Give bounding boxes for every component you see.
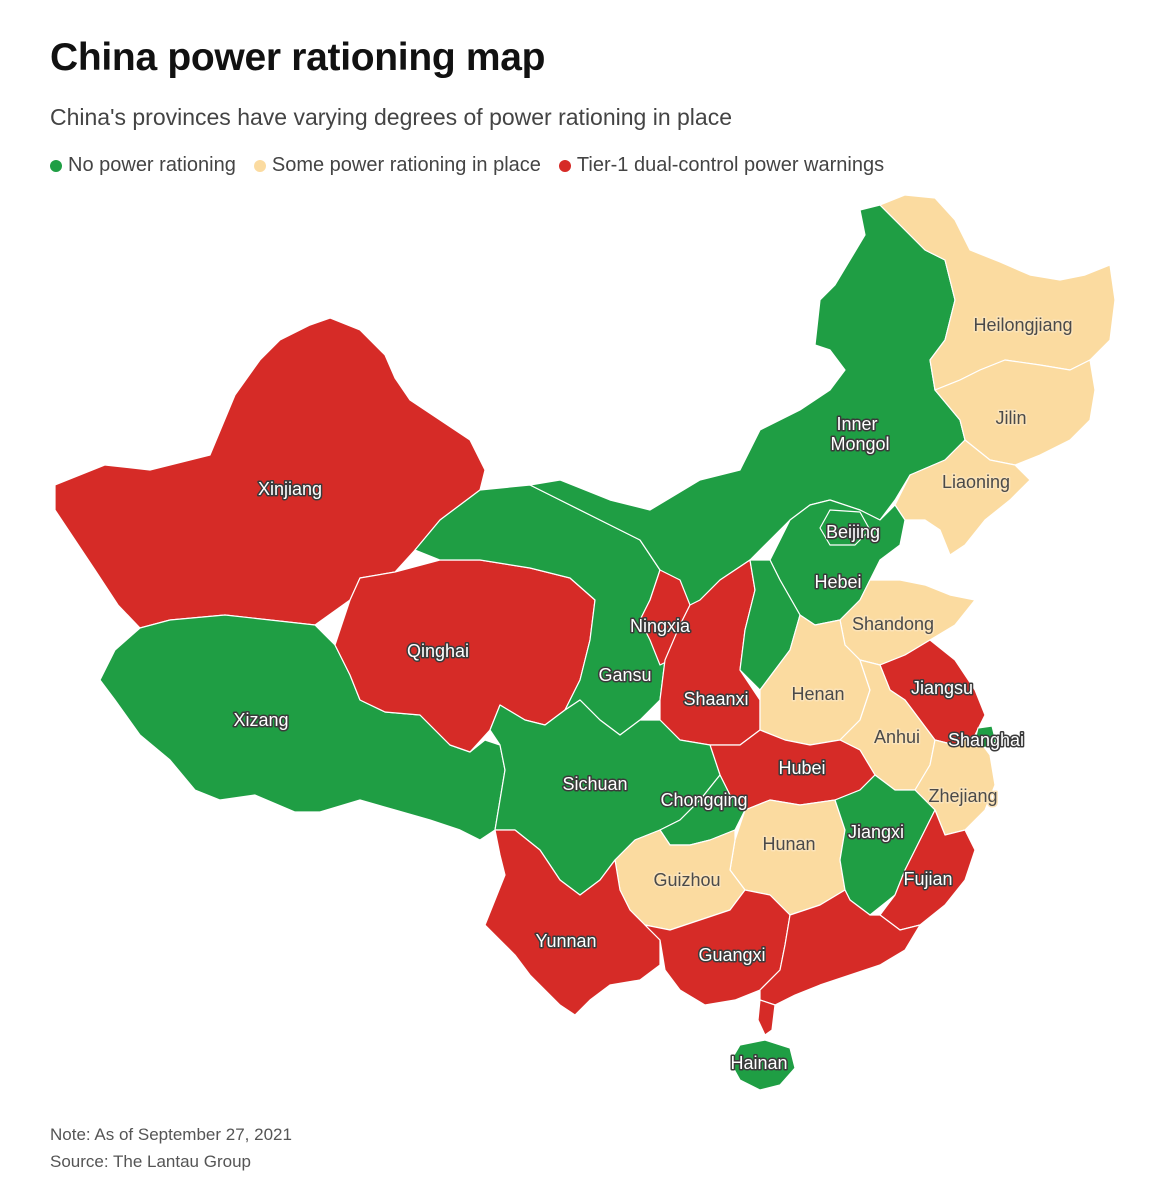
province-guangdong[interactable]: [759, 889, 921, 1006]
legend: No power rationing Some power rationing …: [50, 154, 902, 177]
legend-swatch-red: [558, 159, 571, 172]
label-anhui: Anhui: [874, 727, 920, 747]
label-gansu: Gansu: [598, 665, 651, 685]
label-hunan: Hunan: [762, 834, 815, 854]
label-guizhou: Guizhou: [653, 870, 720, 890]
label-jiangxi: Jiangxi: [848, 822, 904, 842]
map-title: China power rationing map: [50, 36, 546, 79]
legend-item-tier1: Tier-1 dual-control power warnings: [558, 154, 885, 177]
label-chongqing: Chongqing: [660, 790, 747, 810]
map-subtitle: China's provinces have varying degrees o…: [50, 104, 733, 130]
legend-label: Tier-1 dual-control power warnings: [576, 154, 885, 176]
label-heilongjiang: Heilongjiang: [973, 315, 1072, 335]
label-shandong: Shandong: [852, 614, 934, 634]
label-yunnan: Yunnan: [535, 931, 596, 951]
legend-swatch-beige: [253, 159, 266, 172]
province-guangdong-peninsula[interactable]: [757, 999, 776, 1036]
legend-label: No power rationing: [68, 154, 236, 176]
province-liaoning[interactable]: [894, 439, 1031, 556]
label-jiangsu: Jiangsu: [911, 678, 973, 698]
legend-item-some-rationing: Some power rationing in place: [253, 154, 541, 177]
footer-note: Note: As of September 27, 2021: [50, 1125, 292, 1144]
label-ningxia: Ningxia: [630, 616, 691, 636]
footer-source: Source: The Lantau Group: [50, 1152, 251, 1171]
label-xinjiang: Xinjiang: [258, 479, 322, 499]
label-beijing: Beijing: [826, 522, 880, 542]
label-guangxi: Guangxi: [698, 945, 765, 965]
label-fujian: Fujian: [903, 869, 952, 889]
china-province-map: Xinjiang Qinghai Xizang Gansu Ningxia In…: [54, 194, 1116, 1091]
province-hainan[interactable]: [729, 1039, 796, 1091]
label-shaanxi: Shaanxi: [683, 689, 748, 709]
label-zhejiang: Zhejiang: [928, 786, 997, 806]
label-liaoning: Liaoning: [942, 472, 1010, 492]
province-beijing[interactable]: [819, 509, 871, 546]
legend-item-no-rationing: No power rationing: [50, 154, 236, 177]
label-jilin: Jilin: [995, 408, 1026, 428]
label-hainan: Hainan: [730, 1053, 787, 1073]
label-qinghai: Qinghai: [407, 641, 469, 661]
label-sichuan: Sichuan: [562, 774, 627, 794]
province-yunnan[interactable]: [484, 829, 661, 1016]
label-henan: Henan: [791, 684, 844, 704]
label-hebei: Hebei: [814, 572, 861, 592]
legend-label: Some power rationing in place: [271, 154, 541, 176]
label-hubei: Hubei: [778, 758, 825, 778]
legend-swatch-green: [50, 159, 62, 172]
label-xizang: Xizang: [233, 710, 288, 730]
label-shanghai: Shanghai: [948, 730, 1024, 750]
label-inner-mongol-2: Mongol: [830, 434, 889, 454]
province-labels: Xinjiang Qinghai Xizang Gansu Ningxia In…: [232, 314, 1074, 1075]
label-inner-mongol-1: Inner: [836, 414, 877, 434]
